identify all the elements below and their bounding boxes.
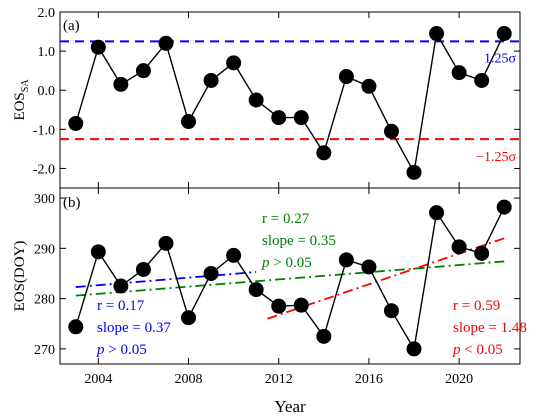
panel-a-ytick-label: 0.0 [38, 84, 56, 99]
panel-b-ytick-label: 300 [34, 192, 55, 207]
panel-b-ytick-label: 290 [34, 242, 55, 257]
reference-line-label: −1.25σ [476, 150, 516, 165]
panel-a-ylabel: EOSSA [12, 79, 31, 121]
x-tick-label: 2016 [355, 372, 383, 387]
trend-p-value: < 0.05 [461, 342, 503, 358]
trend-p-symbol: p [261, 255, 270, 271]
trend-slope-label: slope = 0.35 [262, 233, 336, 249]
panel-b-ylabel: EOS(DOY) [12, 241, 28, 312]
panel-b-data-point [135, 261, 151, 277]
panel-a-ytick-label: 2.0 [38, 6, 56, 21]
panel-a-data-point [406, 164, 422, 180]
panel-b-data-point [90, 244, 106, 260]
trend-p-value: > 0.05 [270, 255, 312, 271]
panel-b-data-point [248, 282, 264, 298]
panel-b-data-point [158, 235, 174, 251]
panel-a-ylabel-main: EOS [12, 92, 28, 120]
panel-a-ylabel-sub: SA [20, 79, 31, 93]
panel-b-data-point [383, 303, 399, 319]
panel-b-label: (b) [63, 195, 81, 211]
panel-b-ytick-label: 280 [34, 293, 55, 308]
panel-a-ytick-label: -2.0 [33, 162, 55, 177]
panel-a-data-point [429, 26, 445, 42]
panel-b-data-point [181, 310, 197, 326]
panel-b-data-point [451, 239, 467, 255]
panel-b-data-point [226, 247, 242, 263]
panel-a-data-point [271, 110, 287, 126]
reference-line-label: 1.25σ [484, 51, 517, 66]
panel-b-data-point [293, 297, 309, 313]
panel-b-data-point [271, 298, 287, 314]
panel-a-data-point [338, 69, 354, 85]
trend-p-label: p < 0.05 [452, 342, 503, 358]
panel-b-data-point [203, 265, 219, 281]
panel-a-data-point [68, 115, 84, 131]
panel-a-data-point [451, 65, 467, 81]
panel-a-label: (a) [63, 18, 80, 34]
x-axis-label: Year [274, 397, 306, 416]
trend-slope-label: slope = 1.48 [453, 320, 527, 336]
panel-a-data-point [90, 39, 106, 55]
panel-b-data-point [338, 252, 354, 268]
panel-a-data-point [135, 63, 151, 79]
x-tick-label: 2012 [265, 372, 293, 387]
panel-b-data-point [474, 245, 490, 261]
x-tick-label: 2020 [445, 372, 473, 387]
panel-a-series-line [75, 31, 505, 175]
panel-a-data-point [181, 114, 197, 130]
panel-b-data-point [316, 328, 332, 344]
panel-a-data-point [113, 76, 129, 92]
trend-line [75, 271, 257, 288]
trend-slope-label: slope = 0.37 [97, 320, 171, 336]
panel-a-data-point [203, 72, 219, 88]
panel-b-frame [59, 187, 521, 365]
panel-a-frame [59, 11, 521, 189]
panel-b-ytick-label: 270 [34, 343, 55, 358]
trend-r-label: r = 0.59 [453, 298, 500, 314]
trend-r-label: r = 0.27 [262, 211, 310, 227]
x-tick-label: 2004 [84, 372, 112, 387]
panel-a-data-point [248, 92, 264, 108]
panel-a-data-point [158, 35, 174, 51]
trend-p-label: p > 0.05 [261, 255, 312, 271]
trend-p-symbol: p [96, 342, 105, 358]
panel-a-data-point [361, 78, 377, 94]
panel-a-ytick-label: 1.0 [38, 45, 56, 60]
panel-b-data-point [113, 278, 129, 294]
panel-a-ytick-label: -1.0 [33, 123, 55, 138]
panel-b-data-point [361, 259, 377, 275]
panel-a-data-point [226, 55, 242, 71]
trend-p-label: p > 0.05 [96, 342, 147, 358]
x-tick-label: 2008 [175, 372, 203, 387]
panel-b-data-point [429, 205, 445, 221]
panel-a-data-point [293, 110, 309, 126]
panel-b-data-point [496, 199, 512, 215]
panel-a-data-point [383, 123, 399, 139]
trend-p-symbol: p [452, 342, 461, 358]
panel-a-data-point [496, 26, 512, 42]
trend-p-value: > 0.05 [105, 342, 147, 358]
trend-line [75, 260, 505, 297]
panel-a-data-point [474, 72, 490, 88]
panel-b-data-point [68, 319, 84, 335]
panel-b-data-point [406, 341, 422, 357]
trend-r-label: r = 0.17 [97, 298, 145, 314]
panel-a-data-point [316, 145, 332, 161]
